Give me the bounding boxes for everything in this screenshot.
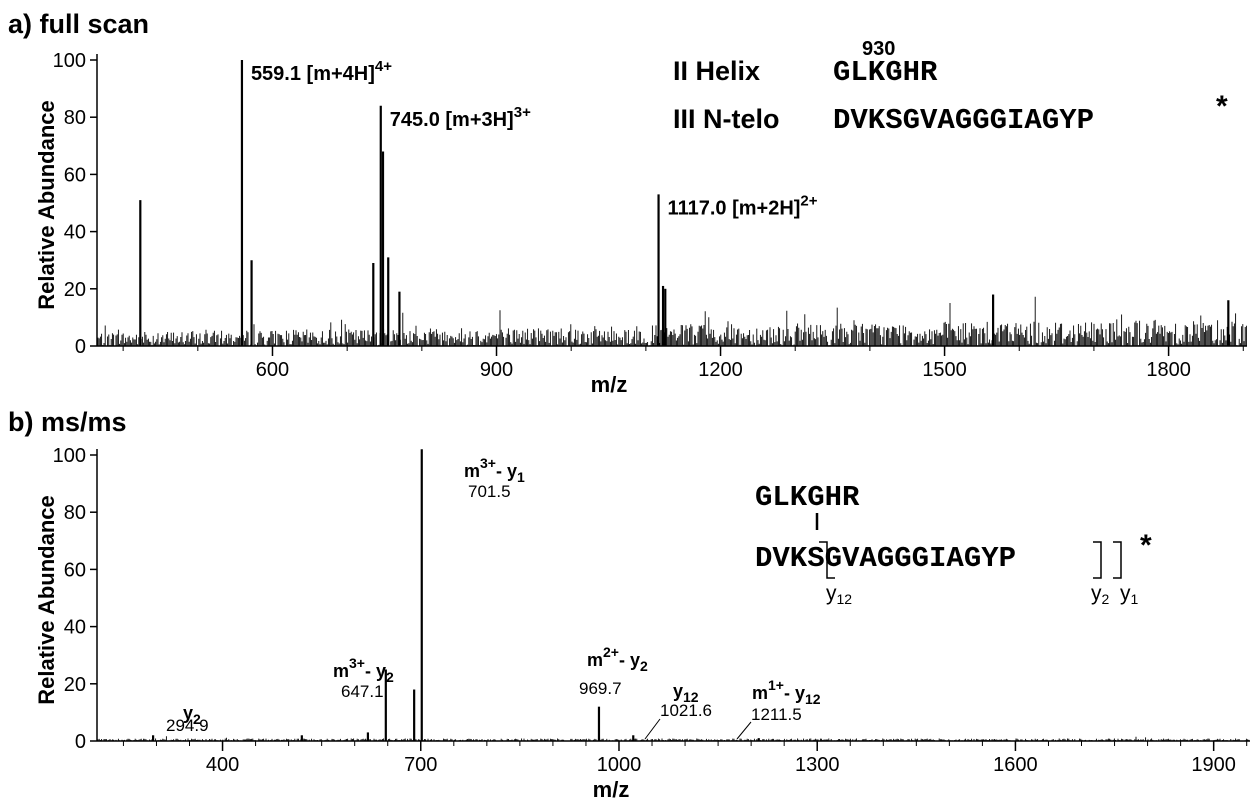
- y-tick-label: 80: [64, 502, 86, 524]
- y-tick-label: 60: [64, 164, 86, 186]
- ion-mz: 647.1: [341, 682, 384, 701]
- ion-name: m1+- y12: [752, 677, 821, 707]
- panel-a-annotations: 559.1 [m+4H]4+ 745.0 [m+3H]3+ 1117.0 [m+2H…: [251, 58, 818, 219]
- ion-mz: 1211.5: [751, 705, 802, 724]
- precursor-annotation-0: 559.1 [m+4H]4+: [251, 58, 392, 85]
- annotation-y2: y2 294.9: [166, 703, 209, 735]
- annotation-m3-y2: m3+- y2 647.1: [333, 655, 394, 701]
- ion-name: m3+- y1: [464, 455, 525, 485]
- x-tick-label: 1600: [993, 754, 1038, 776]
- x-tick-label: 1500: [922, 359, 967, 381]
- y12-fragment-label: y12: [826, 582, 852, 607]
- ion-name: y12: [673, 681, 699, 705]
- x-tick-label: 900: [480, 359, 513, 381]
- panel-b-ylabel: Relative Abundance: [34, 495, 59, 704]
- panel-a-peaks: [139, 60, 1230, 346]
- annotation-m3-y1: m3+- y1 701.5: [464, 455, 525, 501]
- ion-name: m2+- y2: [587, 644, 648, 674]
- y-tick-label: 40: [64, 617, 86, 639]
- x-tick-label: 400: [206, 754, 239, 776]
- x-tick-label: 1900: [1191, 754, 1236, 776]
- x-tick-label: 1200: [698, 359, 743, 381]
- precursor-annotation-2: 1117.0 [m+2H]2+: [668, 192, 818, 219]
- chain2-sequence: DVKSGVAGGGIAGYP: [755, 542, 1016, 575]
- ion-mz: 1021.6: [660, 701, 712, 720]
- ion-mz: 701.5: [468, 482, 511, 501]
- y-tick-label: 60: [64, 559, 86, 581]
- ion-name: y2: [183, 703, 201, 727]
- panel-b-peaks: [151, 449, 760, 741]
- annotation-m1-y12: m1+- y12 1211.5: [736, 677, 821, 740]
- x-tick-label: 1800: [1146, 359, 1191, 381]
- panel-b-xlabel: m/z: [593, 777, 630, 802]
- y-tick-label: 80: [64, 107, 86, 129]
- panel-b-msms: b) ms/ms Relative Abundance m/z 0 20 40 60 8…: [8, 407, 1250, 802]
- x-tick-label: 700: [404, 754, 437, 776]
- panel-a-ylabel: Relative Abundance: [34, 100, 59, 309]
- c-terminus-marker: *: [1140, 529, 1152, 562]
- y-tick-label: 0: [75, 731, 86, 753]
- precursor-annotation-1: 745.0 [m+3H]3+: [390, 104, 531, 131]
- panel-b-crosslink-sequence: GLKGHR DVKSGVAGGGIAGYP * y12 y2 y1: [755, 481, 1152, 607]
- y2-cleavage-bracket: [1093, 541, 1102, 579]
- y2-fragment-label: y2: [1091, 582, 1110, 607]
- ion-mz: 294.9: [166, 716, 209, 735]
- annotation-m2-y2: m2+- y2 969.7: [579, 644, 648, 698]
- x-tick-label: 1300: [795, 754, 840, 776]
- y1-fragment-label: y1: [1120, 582, 1139, 607]
- panel-a-title: a) full scan: [8, 9, 149, 39]
- y-tick-label: 40: [64, 222, 86, 244]
- panel-b-title: b) ms/ms: [8, 407, 127, 437]
- chain2-name: III N-telo: [673, 104, 780, 134]
- chain1-sequence: GLKGHR: [755, 481, 860, 514]
- chain1-name: II Helix: [673, 56, 760, 86]
- panel-a-full-scan: a) full scan Relative Abundance m/z 0 20 4…: [8, 9, 1247, 397]
- panel-a-noise: [97, 296, 1247, 346]
- chain1-sequence: GLKGHR: [833, 56, 938, 89]
- c-terminus-marker: *: [1216, 90, 1228, 123]
- annotation-y12: y12 1021.6: [644, 681, 712, 740]
- crosslink-site-number: 930: [862, 38, 895, 60]
- y1-cleavage-bracket: [1113, 541, 1122, 579]
- x-tick-label: 1000: [597, 754, 642, 776]
- y-tick-label: 100: [53, 445, 86, 467]
- leader-line: [736, 721, 752, 740]
- baseline-noise: [97, 296, 1247, 346]
- x-tick-label: 600: [256, 359, 289, 381]
- y-tick-label: 100: [53, 50, 86, 72]
- ion-mz: 969.7: [579, 679, 622, 698]
- leader-line: [644, 718, 661, 740]
- y-tick-label: 0: [75, 336, 86, 358]
- panel-a-xlabel: m/z: [591, 372, 628, 397]
- y-tick-label: 20: [64, 279, 86, 301]
- panel-a-axes: 0 20 40 60 80 100 600 900 1200 1500 1800: [53, 50, 1247, 381]
- panel-a-crosslink-sequence: 930 II Helix GLKGHR III N-telo DVKSGVAGG…: [673, 38, 1228, 137]
- ion-name: m3+- y2: [333, 655, 394, 685]
- y12-cleavage-bracket: [819, 541, 835, 579]
- y-tick-label: 20: [64, 674, 86, 696]
- panel-b-axes: 0 20 40 60 80 100 400 700 1000 1300 1600 1900: [53, 445, 1250, 776]
- chain2-sequence: DVKSGVAGGGIAGYP: [833, 104, 1094, 137]
